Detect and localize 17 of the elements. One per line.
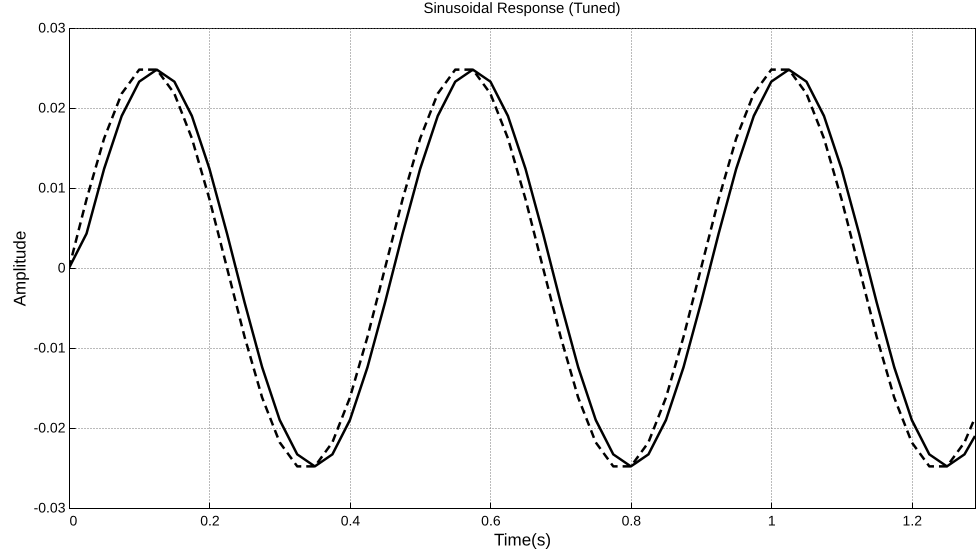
y-axis-title: Amplitude [10, 230, 30, 306]
y-tick-label: -0.03 [34, 500, 66, 516]
x-tick-label: 0 [70, 512, 78, 528]
y-tick-label: 0.01 [38, 180, 66, 196]
y-tick-label: 0.03 [38, 20, 66, 36]
y-tick-label: 0.02 [38, 100, 66, 116]
x-tick-label: 0.6 [481, 512, 501, 528]
x-tick-label: 1 [768, 512, 776, 528]
y-tick-label: 0 [58, 260, 66, 276]
y-tick-label: -0.02 [34, 420, 66, 436]
x-axis-title: Time(s) [494, 530, 551, 550]
x-tick-label: 0.8 [622, 512, 642, 528]
x-tick-label: 0.4 [340, 512, 360, 528]
y-tick-label: -0.01 [34, 340, 66, 356]
x-tick-label: 0.2 [200, 512, 220, 528]
chart-title: Sinusoidal Response (Tuned) [423, 0, 621, 17]
x-tick-label: 1.2 [902, 512, 922, 528]
